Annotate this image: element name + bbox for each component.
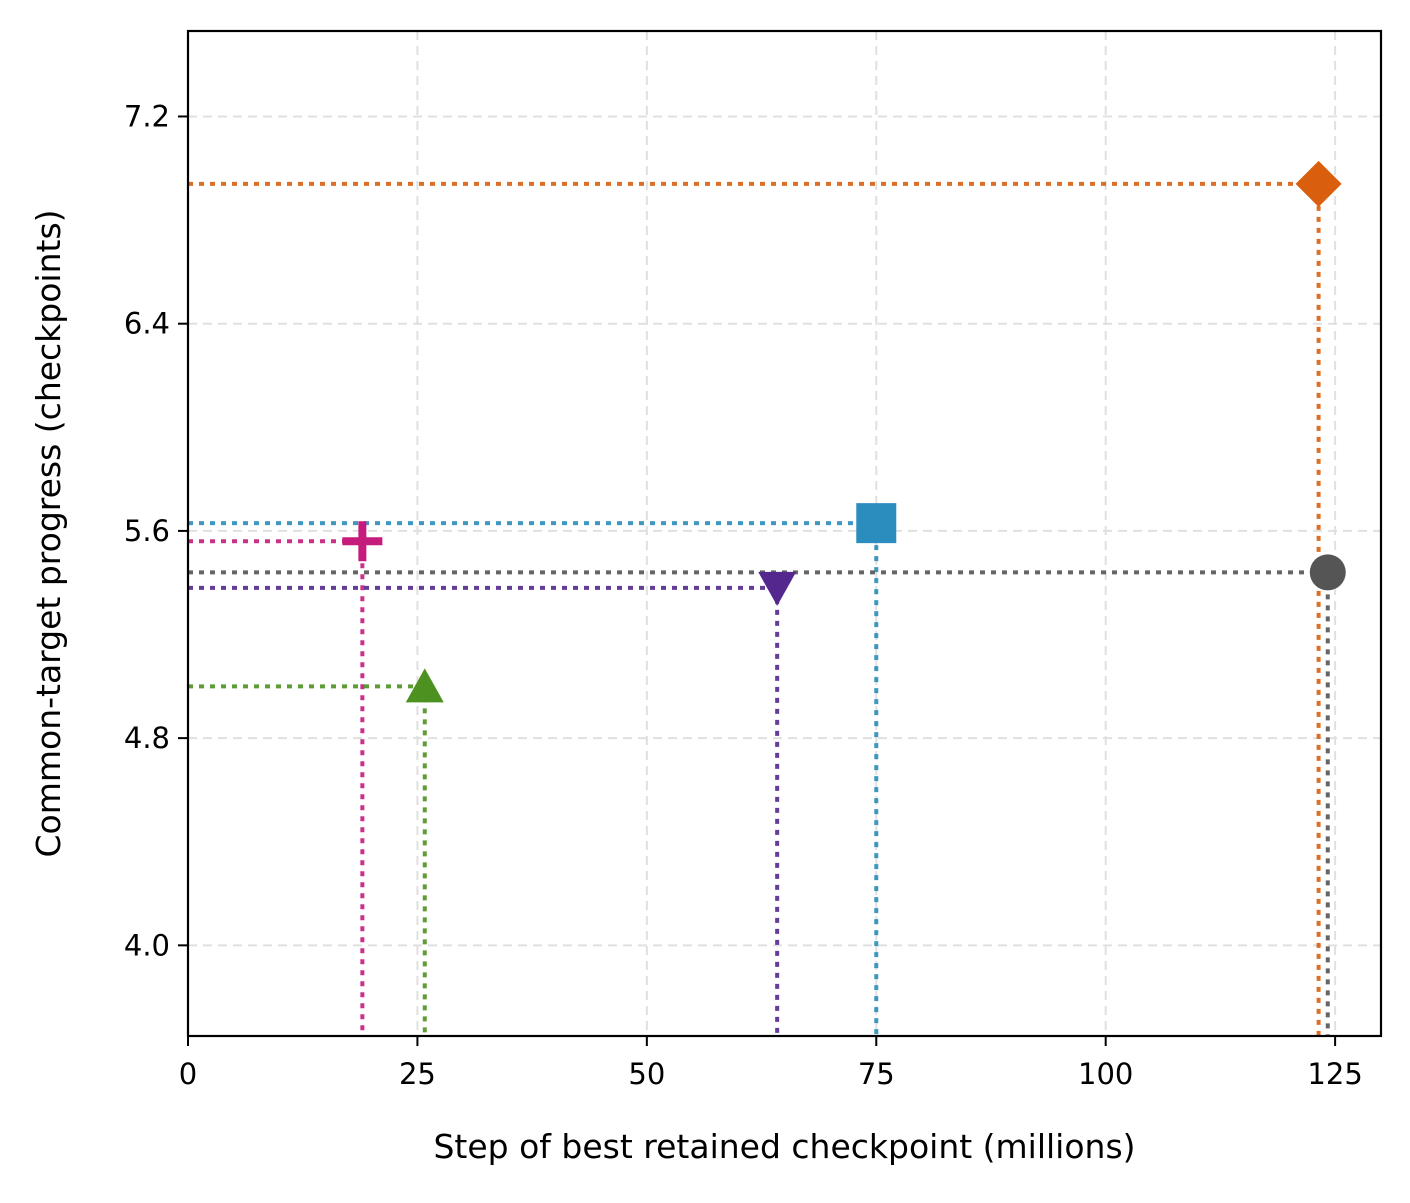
x-tick-label: 125 [1307, 1057, 1362, 1091]
axis-ticks: 0 25 50 75 100 125 4.0 4.8 5.6 6.4 7.2 [124, 99, 1363, 1091]
y-axis-label: Common-target progress (checkpoints) [29, 209, 68, 857]
y-tick-label: 4.8 [124, 721, 170, 755]
data-point-plus [342, 521, 383, 562]
y-tick-label: 6.4 [124, 307, 170, 341]
x-tick-label: 50 [628, 1057, 665, 1091]
data-point-circle [1309, 554, 1346, 591]
data-point-triangle-up [405, 668, 444, 703]
x-axis-label: Step of best retained checkpoint (millio… [433, 1127, 1135, 1166]
y-tick-label: 7.2 [124, 99, 170, 133]
guide-lines [188, 181, 1330, 1036]
x-tick-label: 100 [1078, 1057, 1133, 1091]
x-tick-label: 75 [858, 1057, 895, 1091]
x-tick-label: 0 [179, 1057, 197, 1091]
y-tick-label: 4.0 [124, 928, 170, 962]
y-tick-label: 5.6 [124, 514, 170, 548]
grid [188, 31, 1381, 1036]
data-point-triangle-down [758, 571, 797, 606]
data-points [342, 160, 1346, 703]
plot-frame [186, 29, 1383, 1038]
data-point-diamond [1295, 160, 1342, 207]
data-point-square [856, 503, 897, 544]
x-tick-label: 25 [399, 1057, 436, 1091]
